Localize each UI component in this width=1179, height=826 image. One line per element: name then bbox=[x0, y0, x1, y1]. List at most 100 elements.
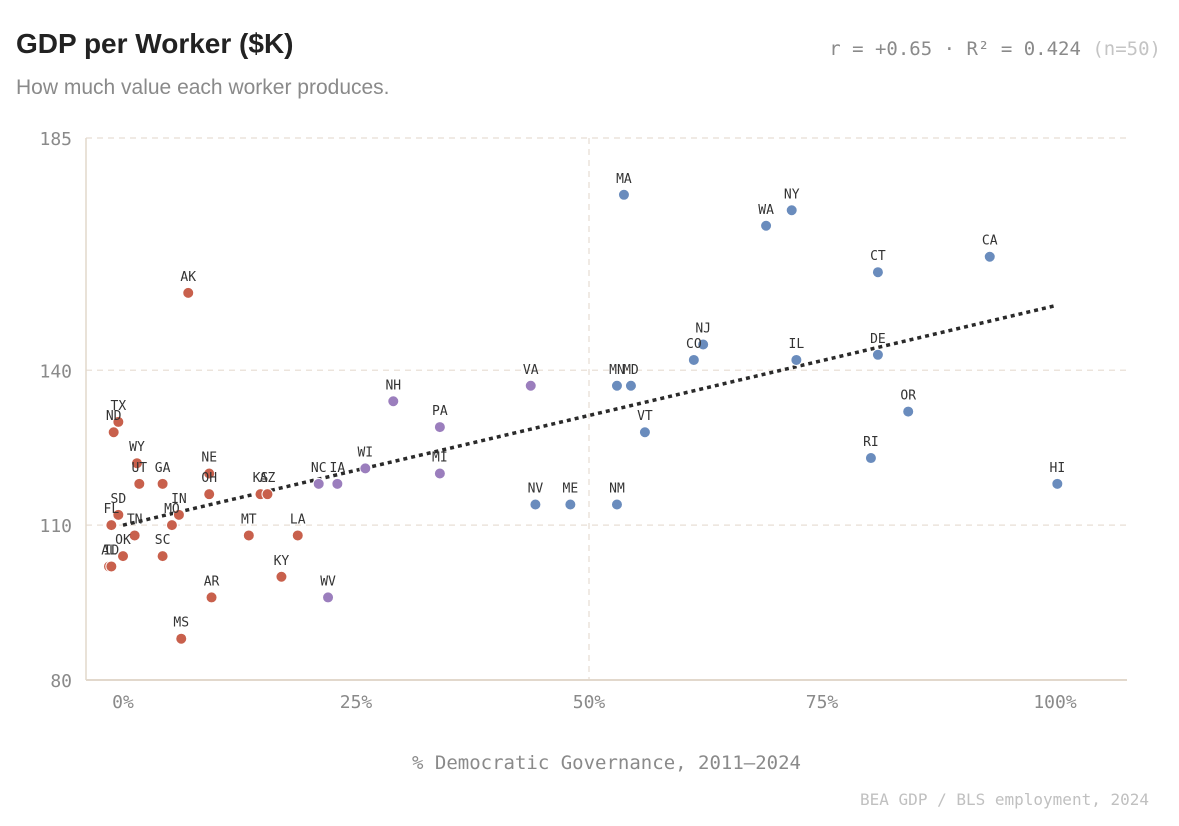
point-or bbox=[902, 405, 915, 418]
point-label-ne: NE bbox=[201, 451, 217, 466]
point-ny bbox=[785, 204, 798, 217]
y-tick-label: 185 bbox=[39, 129, 72, 150]
point-label-sc: SC bbox=[155, 533, 171, 548]
chart-subtitle: How much value each worker produces. bbox=[16, 76, 390, 99]
y-tick-label: 80 bbox=[50, 671, 72, 692]
chart-title: GDP per Worker ($K) bbox=[16, 28, 294, 59]
point-label-ri: RI bbox=[863, 435, 879, 450]
point-label-mt: MT bbox=[241, 512, 257, 527]
point-label-wa: WA bbox=[758, 203, 774, 218]
point-label-nd: ND bbox=[106, 409, 122, 424]
point-nd bbox=[107, 426, 120, 439]
point-ga bbox=[156, 477, 169, 490]
point-label-nm: NM bbox=[609, 481, 625, 496]
point-label-nh: NH bbox=[385, 378, 401, 393]
point-label-ma: MA bbox=[616, 172, 632, 187]
point-la bbox=[291, 529, 304, 542]
point-hi bbox=[1051, 477, 1064, 490]
point-mi bbox=[433, 467, 446, 480]
point-label-vt: VT bbox=[637, 409, 653, 424]
point-wi bbox=[359, 462, 372, 475]
correlation-stats: r = +0.65 · R² = 0.424 (n=50) bbox=[829, 38, 1161, 60]
point-wy bbox=[130, 457, 143, 470]
y-tick-label: 110 bbox=[39, 516, 72, 537]
point-vt bbox=[638, 426, 651, 439]
point-sc bbox=[156, 550, 169, 563]
point-label-ky: KY bbox=[274, 554, 290, 569]
point-label-wy: WY bbox=[129, 440, 145, 455]
point-ok bbox=[117, 550, 129, 563]
y-tick-label: 140 bbox=[39, 361, 72, 382]
sample-size: (n=50) bbox=[1092, 38, 1161, 60]
x-axis-title: % Democratic Governance, 2011–2024 bbox=[412, 752, 801, 774]
point-label-tx: TX bbox=[111, 399, 127, 414]
point-ri bbox=[864, 452, 877, 465]
point-label-mn: MN bbox=[609, 363, 625, 378]
point-label-mo: MO bbox=[164, 502, 180, 517]
point-ma bbox=[617, 188, 630, 201]
point-label-ks: KS bbox=[253, 471, 269, 486]
point-tn bbox=[128, 529, 141, 542]
point-co bbox=[687, 353, 700, 366]
point-label-or: OR bbox=[900, 389, 916, 404]
point-fl bbox=[105, 519, 118, 532]
point-label-tn: TN bbox=[127, 512, 143, 527]
point-label-ms: MS bbox=[173, 616, 189, 631]
point-label-ut: UT bbox=[131, 461, 147, 476]
point-va bbox=[524, 379, 537, 392]
x-tick-label: 100% bbox=[1033, 692, 1077, 713]
point-ak bbox=[182, 286, 195, 299]
point-me bbox=[564, 498, 577, 511]
point-label-ar: AR bbox=[204, 574, 220, 589]
point-mn bbox=[610, 379, 623, 392]
point-ct bbox=[871, 266, 884, 279]
point-nm bbox=[610, 498, 623, 511]
point-tx bbox=[112, 415, 125, 428]
source-note: BEA GDP / BLS employment, 2024 bbox=[860, 790, 1149, 809]
x-tick-label: 50% bbox=[573, 692, 606, 713]
point-label-wv: WV bbox=[320, 574, 336, 589]
grid-layer bbox=[86, 137, 1127, 680]
point-mt bbox=[242, 529, 255, 542]
axis-layer: 80 110 140 185 0% 25% 50% 75% 100% bbox=[39, 129, 1127, 713]
point-mo bbox=[165, 519, 178, 532]
point-label-de: DE bbox=[870, 332, 886, 347]
point-label-mi: MI bbox=[432, 451, 448, 466]
x-tick-label: 25% bbox=[340, 692, 373, 713]
point-layer bbox=[103, 188, 1064, 645]
point-il bbox=[790, 353, 803, 366]
point-label-hi: HI bbox=[1050, 461, 1066, 476]
point-label-pa: PA bbox=[432, 404, 448, 419]
point-de bbox=[871, 348, 884, 361]
point-label-ga: GA bbox=[155, 461, 171, 476]
point-ky bbox=[275, 570, 288, 583]
point-ms bbox=[175, 632, 188, 645]
point-label-ak: AK bbox=[180, 270, 196, 285]
point-label-nv: NV bbox=[528, 481, 544, 496]
point-label-me: ME bbox=[563, 481, 579, 496]
point-ar bbox=[205, 591, 218, 604]
point-label-in: IN bbox=[171, 492, 187, 507]
point-label-ca: CA bbox=[982, 234, 998, 249]
point-oh bbox=[203, 488, 216, 501]
point-ia bbox=[331, 477, 344, 490]
point-wv bbox=[322, 591, 335, 604]
correlation-value: r = +0.65 · R² = 0.424 bbox=[829, 38, 1081, 60]
point-label-wi: WI bbox=[357, 445, 373, 460]
point-label-fl: FL bbox=[104, 502, 120, 517]
point-label-ok: OK bbox=[115, 533, 131, 548]
point-az bbox=[261, 488, 274, 501]
x-tick-label: 75% bbox=[806, 692, 839, 713]
point-label-nc: NC bbox=[311, 461, 327, 476]
point-label-az: AZ bbox=[260, 471, 276, 486]
x-tick-label: 0% bbox=[112, 692, 134, 713]
point-in bbox=[172, 508, 185, 521]
point-label-md: MD bbox=[623, 363, 639, 378]
point-label-la: LA bbox=[290, 512, 306, 527]
point-label-ny: NY bbox=[784, 187, 800, 202]
point-label-id: ID bbox=[104, 543, 120, 558]
point-pa bbox=[433, 421, 446, 434]
point-label-oh: OH bbox=[201, 471, 217, 486]
